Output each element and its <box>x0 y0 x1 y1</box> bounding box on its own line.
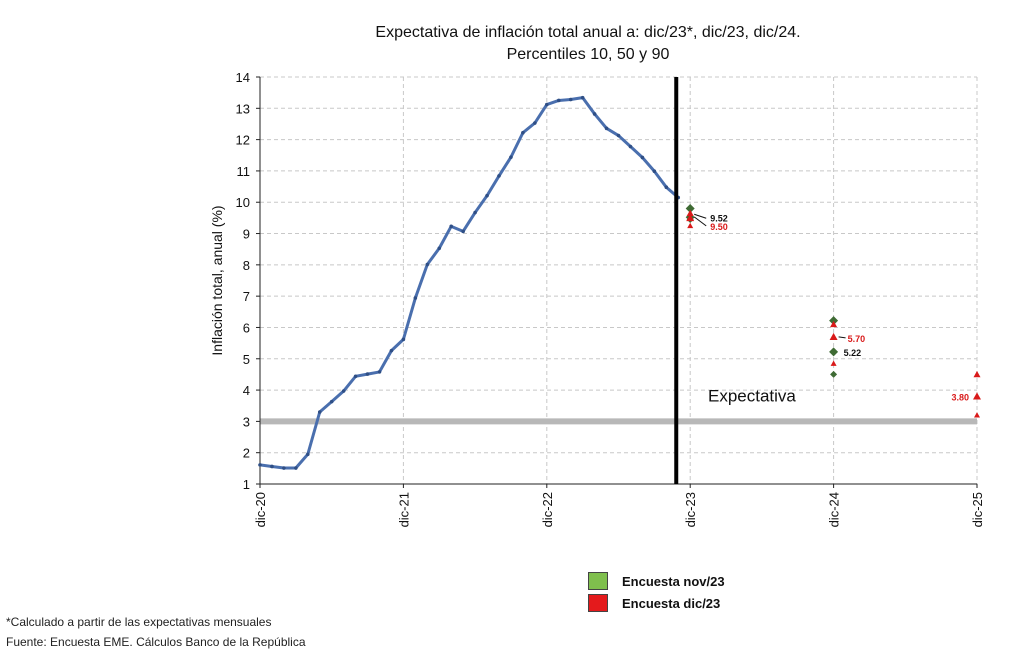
grid-lines <box>260 76 978 484</box>
series-point <box>329 399 334 404</box>
y-tick-label: 13 <box>236 101 250 116</box>
nov23-p10-marker <box>830 370 838 378</box>
series-point <box>640 155 645 160</box>
chart-title-line1: Expectativa de inflación total anual a: … <box>375 24 800 41</box>
series-point <box>437 246 442 251</box>
legend-swatch-dic23 <box>588 594 608 612</box>
series-point <box>270 464 274 469</box>
dic23-p50-marker <box>686 213 695 222</box>
y-tick-label: 6 <box>243 320 250 335</box>
chart-title-line2: Percentiles 10, 50 y 90 <box>507 46 670 63</box>
series-point <box>533 121 537 125</box>
series-point <box>580 95 585 100</box>
y-tick-label: 4 <box>243 383 250 398</box>
series-point <box>485 193 489 198</box>
leader-line <box>694 213 707 219</box>
dic23-p90-marker <box>973 370 981 378</box>
series-point <box>389 348 394 353</box>
leader-line <box>838 336 846 339</box>
dic23-p50-marker <box>973 392 981 400</box>
inflation-chart: Expectativa de inflación total anual a: … <box>209 24 985 527</box>
dic23-dic23-value-label: 9.50 <box>710 222 728 232</box>
leader-line <box>693 216 707 227</box>
inflation-series <box>258 95 681 470</box>
series-point <box>425 262 430 267</box>
dic23-p10-marker <box>687 222 694 229</box>
series-point <box>258 463 262 467</box>
legend: Encuesta nov/23 Encuesta dic/23 <box>588 570 725 614</box>
y-tick-label: 5 <box>243 352 250 367</box>
series-point <box>473 210 477 215</box>
y-tick-label: 11 <box>237 164 251 179</box>
series-point <box>616 133 621 138</box>
series-point <box>545 102 549 107</box>
dic23-p10-marker <box>974 412 980 418</box>
series-point <box>592 112 597 116</box>
dic23-dic25-value-label: 3.80 <box>951 392 969 402</box>
x-tick-labels: dic-20 dic-21 dic-22 dic-23 dic-24 dic-25 <box>253 484 985 527</box>
nov23-dic24-value-label: 5.22 <box>844 348 862 358</box>
y-axis-label: Inflación total, anual (%) <box>209 205 225 355</box>
nov23-dic23-value-label: 9.52 <box>710 213 728 223</box>
series-point <box>365 372 370 376</box>
dic23-p10-marker <box>830 360 837 366</box>
series-point <box>664 185 669 190</box>
dic23-p90-marker <box>830 320 838 328</box>
expectation-markers: 9.529.50 5.70 5.22 3.80 <box>685 203 981 418</box>
y-tick-label: 2 <box>243 446 250 461</box>
series-point <box>521 130 525 135</box>
x-tick-label: dic-21 <box>396 492 411 527</box>
source-note: Fuente: Encuesta EME. Cálculos Banco de … <box>6 635 306 649</box>
axes <box>259 77 977 485</box>
x-tick-label: dic-25 <box>970 492 985 527</box>
expectation-label: Expectativa <box>708 386 796 405</box>
dic23-p50-marker <box>829 332 838 341</box>
series-point <box>652 169 657 174</box>
y-tick-label: 1 <box>243 477 250 492</box>
series-point <box>306 452 310 457</box>
x-tick-label: dic-20 <box>253 492 268 527</box>
series-point <box>341 389 346 393</box>
dic23-p90-marker <box>686 209 694 216</box>
y-tick-label: 7 <box>243 289 250 304</box>
series-line <box>259 96 680 470</box>
series-point <box>568 97 573 102</box>
legend-label-nov23: Encuesta nov/23 <box>622 573 725 589</box>
nov23-p90-marker <box>685 203 695 213</box>
series-point <box>449 224 454 229</box>
series-point <box>556 98 561 103</box>
nov23-p50-marker <box>829 347 839 357</box>
nov23-p90-marker <box>829 316 839 326</box>
legend-item-dic23: Encuesta dic/23 <box>588 592 725 614</box>
legend-item-nov23: Encuesta nov/23 <box>588 570 725 592</box>
series-point <box>282 466 286 470</box>
y-tick-label: 9 <box>243 227 250 242</box>
series-point <box>294 466 298 470</box>
y-tick-label: 14 <box>236 70 250 85</box>
x-tick-label: dic-22 <box>540 492 555 527</box>
y-tick-label: 8 <box>243 258 250 273</box>
legend-label-dic23: Encuesta dic/23 <box>622 595 721 611</box>
series-point <box>317 410 322 414</box>
y-tick-label: 3 <box>243 414 250 429</box>
series-point <box>413 296 418 300</box>
y-tick-label: 10 <box>236 195 250 210</box>
series-point <box>509 155 513 159</box>
series-point <box>497 174 501 178</box>
series-point <box>377 370 382 374</box>
dic23-dic24-value-label: 5.70 <box>848 334 866 344</box>
y-tick-label: 12 <box>236 133 250 148</box>
x-tick-label: dic-23 <box>683 492 698 527</box>
series-point <box>604 126 609 131</box>
footnote: *Calculado a partir de las expectativas … <box>6 615 272 629</box>
x-tick-label: dic-24 <box>827 492 842 527</box>
series-point <box>628 144 633 149</box>
series-point <box>353 374 358 379</box>
series-point <box>401 337 406 342</box>
legend-swatch-nov23 <box>588 572 608 590</box>
series-point <box>461 229 465 234</box>
